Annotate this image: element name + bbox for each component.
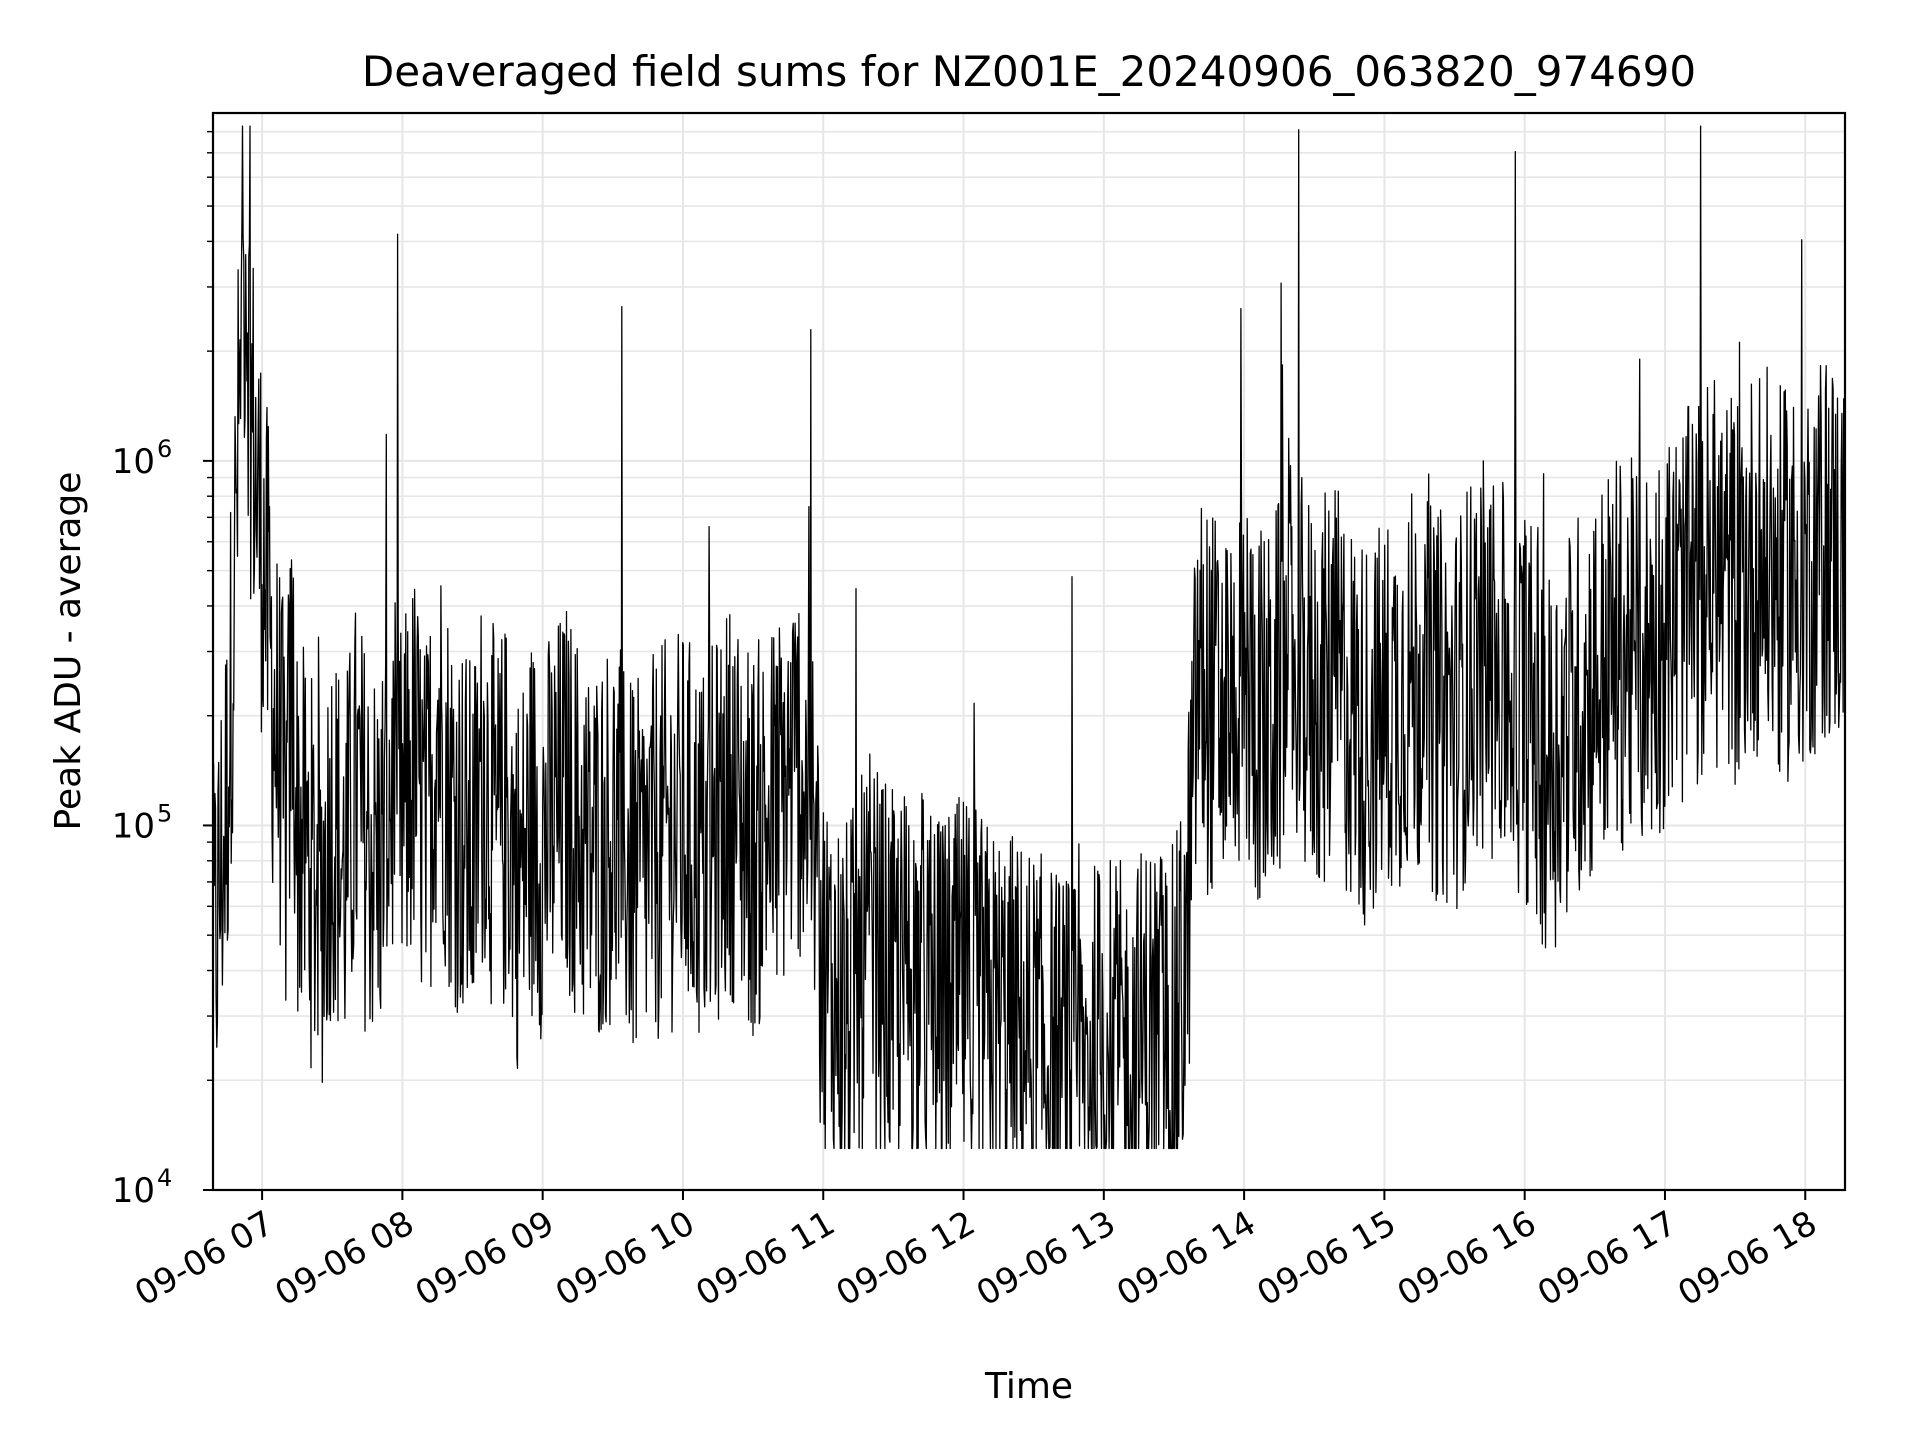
grid [213,113,1845,1191]
x-axis-label: Time [984,1366,1073,1407]
y-tick-label-exponent: 4 [157,1164,172,1192]
series-line-group [212,125,1846,1150]
y-tick-label: 10 [112,806,155,846]
chart-title: Deaveraged field sums for NZ001E_2024090… [362,47,1696,96]
y-axis-label: Peak ADU - average [48,472,89,831]
y-tick-label: 10 [112,1171,155,1211]
y-tick-label-exponent: 5 [157,799,172,827]
series-line [212,125,1846,1150]
y-tick-label-exponent: 6 [157,435,172,463]
y-tick-label: 10 [112,442,155,482]
